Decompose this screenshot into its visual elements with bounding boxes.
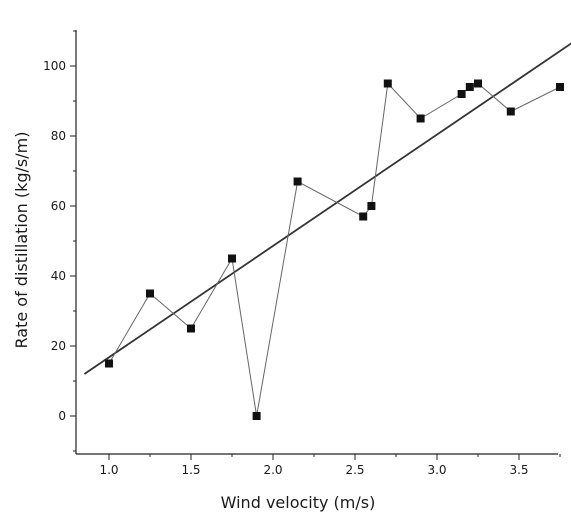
data-point: [506, 107, 515, 116]
data-point: [556, 83, 564, 91]
y-tick-label: 0: [58, 409, 66, 423]
data-point: [416, 114, 425, 123]
data-point: [359, 212, 368, 221]
data-point: [465, 83, 474, 91]
plot-area: [83, 42, 571, 420]
data-point: [228, 254, 236, 263]
y-tick-label: 60: [51, 199, 66, 213]
x-tick-label: 3.5: [509, 463, 528, 477]
y-axis-ticks: 0 20 40 60 80 100: [43, 30, 76, 452]
trend-line: [83, 42, 571, 375]
x-axis-title: Wind velocity (m/s): [221, 493, 376, 512]
x-tick-label: 1.0: [99, 463, 118, 477]
data-point: [187, 324, 195, 333]
x-tick-label: 2.0: [263, 463, 282, 477]
data-point: [367, 202, 376, 210]
y-tick-label: 100: [43, 59, 66, 73]
x-tick-label: 3.0: [427, 463, 446, 477]
data-point: [457, 90, 466, 98]
x-tick-label: 2.5: [345, 463, 364, 477]
y-tick-label: 20: [51, 339, 66, 353]
y-tick-label: 40: [51, 269, 66, 283]
data-point: [474, 79, 482, 88]
series-line: [108, 82, 561, 417]
data-point: [293, 177, 302, 186]
x-axis-ticks: 1.01.52.02.53.03.54.0: [99, 454, 561, 477]
data-point: [146, 289, 154, 298]
x-tick-label: 1.5: [181, 463, 200, 477]
y-tick-label: 80: [51, 129, 66, 143]
data-point: [252, 412, 261, 420]
data-point: [383, 79, 392, 88]
y-axis-title: Rate of distillation (kg/s/m): [12, 132, 31, 349]
axes: [75, 30, 558, 455]
data-point: [105, 359, 113, 368]
